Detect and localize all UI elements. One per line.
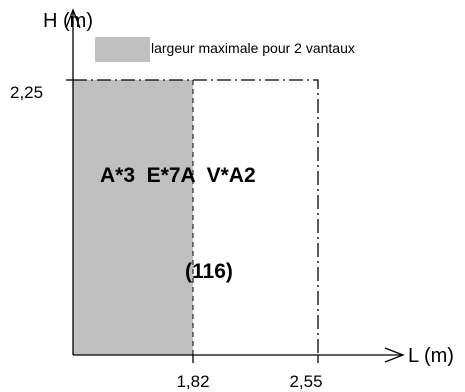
classification-label: A*3 E*7A V*A2 [100, 164, 256, 187]
x-tick-label: 2,55 [289, 372, 322, 391]
reference-label: (116) [185, 260, 233, 283]
y-axis-label: H (m) [43, 10, 93, 32]
limit-outline [73, 79, 319, 355]
y-tick-label: 2,25 [10, 83, 43, 102]
y-axis-arrow [65, 8, 81, 29]
legend-swatch [95, 37, 150, 62]
legend-label: largeur maximale pour 2 vantaux [151, 40, 355, 56]
max-width-region [73, 80, 193, 355]
x-axis-arrow [384, 347, 405, 363]
x-axis-label: L (m) [408, 345, 454, 367]
x-tick-label: 1,82 [176, 372, 209, 391]
